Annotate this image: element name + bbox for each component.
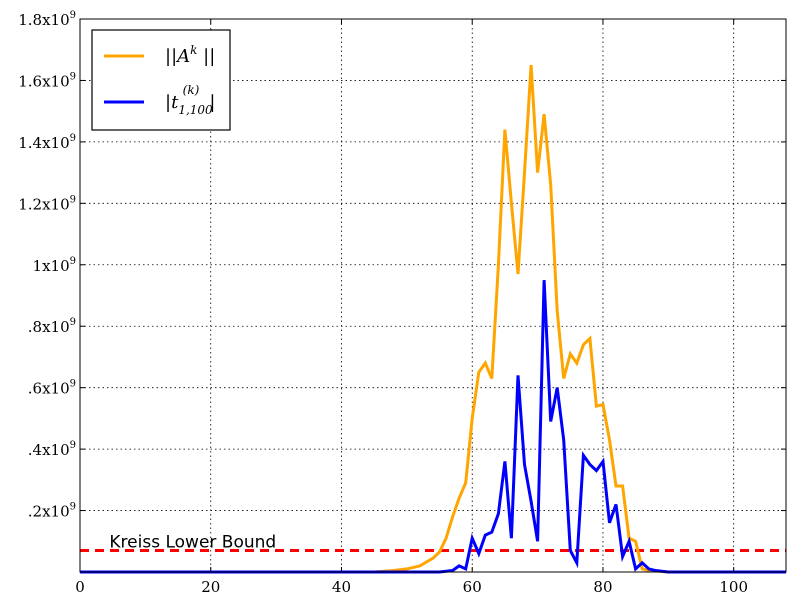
- legend-label-2: |t1,100(k)|: [165, 83, 215, 117]
- x-tick-label: 60: [463, 578, 482, 596]
- plot-frame: [79, 18, 787, 573]
- x-tick-label: 20: [201, 578, 220, 596]
- series-line-1: [80, 65, 786, 574]
- x-tick-label: 80: [593, 578, 612, 596]
- y-tick-labels: .2x109 .4x109 .6x109 .8x109 1x109 1.2x109 1.4x…: [18, 10, 76, 521]
- reference-line-group: Kreiss Lower Bound: [80, 532, 786, 552]
- legend: ||Ak || |t1,100(k)|: [91, 29, 231, 131]
- legend-label-1: ||Ak ||: [165, 43, 215, 67]
- x-tick-labels: 0 20 40 60 80 100: [75, 578, 748, 596]
- y-tick-label: 1x109: [33, 256, 76, 275]
- y-tick-label: 1.4x109: [18, 133, 76, 152]
- y-tick-label: 1.6x109: [18, 71, 76, 90]
- y-tick-label: 1.8x109: [18, 10, 76, 29]
- kreiss-lower-bound-label: Kreiss Lower Bound: [109, 532, 276, 552]
- series-lines: [80, 65, 786, 574]
- y-tick-label: .4x109: [28, 440, 76, 459]
- axis-ticks: [79, 18, 786, 572]
- x-tick-label: 100: [719, 578, 748, 596]
- y-tick-label: .8x109: [28, 317, 76, 336]
- series-line-2: [80, 280, 786, 574]
- y-tick-label: .6x109: [28, 379, 76, 398]
- y-tick-label: 1.2x109: [18, 194, 76, 213]
- legend-box: [91, 29, 231, 131]
- y-tick-label: .2x109: [28, 502, 76, 521]
- x-tick-label: 40: [332, 578, 351, 596]
- x-tick-label: 0: [75, 578, 85, 596]
